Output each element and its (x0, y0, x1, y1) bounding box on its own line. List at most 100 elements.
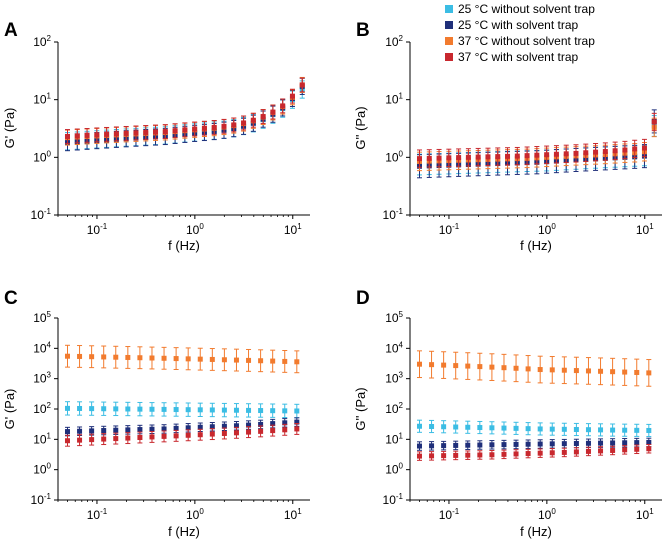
data-point (161, 406, 167, 412)
data-point (505, 153, 511, 159)
series-s25_with (64, 77, 305, 152)
data-point (258, 428, 264, 434)
data-point (113, 131, 119, 137)
x-tick-label: 101 (284, 507, 302, 522)
data-point (143, 129, 149, 135)
data-point (429, 443, 435, 449)
y-tick-label: 10-1 (383, 492, 404, 507)
data-point (258, 421, 264, 427)
data-point (149, 355, 155, 361)
y-tick-label: 101 (33, 92, 51, 107)
data-point (456, 155, 462, 161)
data-point (501, 365, 507, 371)
data-point (294, 408, 300, 414)
data-point (282, 420, 288, 426)
data-point (197, 432, 203, 438)
data-point (416, 423, 422, 429)
data-point (294, 419, 300, 425)
plot-panel-a: 10-1 100 101 10-1 100 101 102 (31, 34, 310, 237)
data-point (563, 151, 569, 157)
data-point (622, 440, 628, 446)
data-point (549, 441, 555, 447)
data-point (477, 364, 483, 370)
data-point (77, 353, 83, 359)
data-point (153, 129, 159, 135)
data-point (113, 436, 119, 442)
data-point (598, 427, 604, 433)
data-point (289, 93, 295, 99)
data-point (583, 150, 589, 156)
y-tick-label: 102 (385, 401, 403, 416)
y-tick-label: 101 (33, 431, 51, 446)
plot-panel-c: 10-1 100 101 10-1 100 101 102 103 104 105 (31, 310, 310, 522)
data-point (646, 427, 652, 433)
data-point (651, 119, 657, 125)
data-point (610, 369, 616, 375)
data-point (513, 451, 519, 457)
y-axis-label: G' (Pa) (2, 389, 17, 430)
data-point (94, 132, 100, 138)
data-point (77, 428, 83, 434)
data-point (525, 366, 531, 372)
data-point (209, 424, 215, 430)
data-point (125, 406, 131, 412)
legend-swatch-37-without (445, 37, 453, 45)
data-point (622, 447, 628, 453)
data-point (429, 453, 435, 459)
data-point (622, 147, 628, 153)
x-tick-label: 100 (538, 222, 556, 237)
data-point (549, 450, 555, 456)
data-point (149, 406, 155, 412)
y-tick-label: 10-1 (383, 207, 404, 222)
data-point (280, 103, 286, 109)
series-s25_with (416, 109, 657, 179)
data-point (125, 354, 131, 360)
y-tick-label: 102 (33, 34, 51, 49)
data-point (465, 154, 471, 160)
data-point (561, 367, 567, 373)
y-tick-label: 100 (385, 462, 403, 477)
data-point (299, 82, 305, 88)
data-point (513, 425, 519, 431)
data-point (258, 408, 264, 414)
data-marks (64, 344, 300, 447)
legend-swatch-25-with (445, 21, 453, 29)
data-point (221, 407, 227, 413)
data-point (221, 423, 227, 429)
data-point (593, 149, 599, 155)
data-point (125, 427, 131, 433)
legend-label-25-with: 25 °C with solvent trap (458, 18, 579, 32)
data-point (477, 452, 483, 458)
legend-label-37-with: 37 °C with solvent trap (458, 50, 579, 64)
data-point (173, 425, 179, 431)
panel-letter-c: C (4, 288, 18, 309)
series-s25_with (416, 437, 652, 451)
data-point (113, 406, 119, 412)
y-tick-label: 10-1 (31, 207, 52, 222)
x-tick-label: 10-1 (439, 507, 460, 522)
data-point (101, 436, 107, 442)
data-point (622, 369, 628, 375)
data-point (585, 368, 591, 374)
data-point (192, 126, 198, 132)
legend-label-25-without: 25 °C without solvent trap (458, 2, 595, 16)
x-tick-label: 100 (538, 507, 556, 522)
x-axis-label: f (Hz) (520, 524, 552, 539)
data-point (524, 153, 530, 159)
tick-group: 10-1 100 101 10-1 100 101 102 (31, 34, 303, 237)
data-point (182, 127, 188, 133)
legend-swatch-25-without (445, 5, 453, 13)
data-point (622, 427, 628, 433)
data-point (561, 426, 567, 432)
x-axis-label: f (Hz) (520, 238, 552, 253)
data-point (162, 129, 168, 135)
data-point (477, 442, 483, 448)
y-tick-label: 100 (385, 149, 403, 164)
data-point (149, 434, 155, 440)
panel-letter-a: A (4, 20, 18, 41)
data-point (197, 356, 203, 362)
data-marks (416, 109, 657, 179)
data-point (513, 441, 519, 447)
data-point (246, 357, 252, 363)
